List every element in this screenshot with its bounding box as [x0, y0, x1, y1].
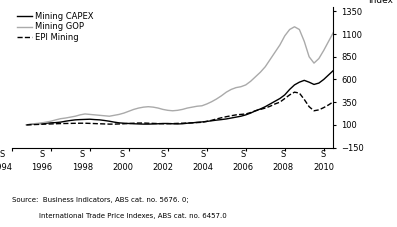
Text: 2006: 2006: [233, 163, 254, 173]
Text: 1998: 1998: [72, 163, 93, 173]
Legend: Mining CAPEX, Mining GOP, EPI Mining: Mining CAPEX, Mining GOP, EPI Mining: [13, 8, 97, 45]
Text: S: S: [160, 150, 165, 159]
Text: S: S: [321, 150, 326, 159]
Text: S: S: [241, 150, 246, 159]
Text: 2002: 2002: [152, 163, 173, 173]
Text: S: S: [281, 150, 286, 159]
Text: Source:  Business Indicators, ABS cat. no. 5676. 0;: Source: Business Indicators, ABS cat. no…: [12, 197, 189, 203]
Text: S: S: [120, 150, 125, 159]
Text: S: S: [80, 150, 85, 159]
Text: 1994: 1994: [0, 163, 12, 173]
Text: S: S: [200, 150, 206, 159]
Text: International Trade Price Indexes, ABS cat. no. 6457.0: International Trade Price Indexes, ABS c…: [12, 213, 227, 219]
Text: 2000: 2000: [112, 163, 133, 173]
Text: S: S: [0, 150, 4, 159]
Text: 2008: 2008: [273, 163, 294, 173]
Y-axis label: index: index: [368, 0, 393, 5]
Text: 1996: 1996: [31, 163, 53, 173]
Text: S: S: [39, 150, 45, 159]
Text: 2004: 2004: [192, 163, 213, 173]
Text: 2010: 2010: [313, 163, 334, 173]
